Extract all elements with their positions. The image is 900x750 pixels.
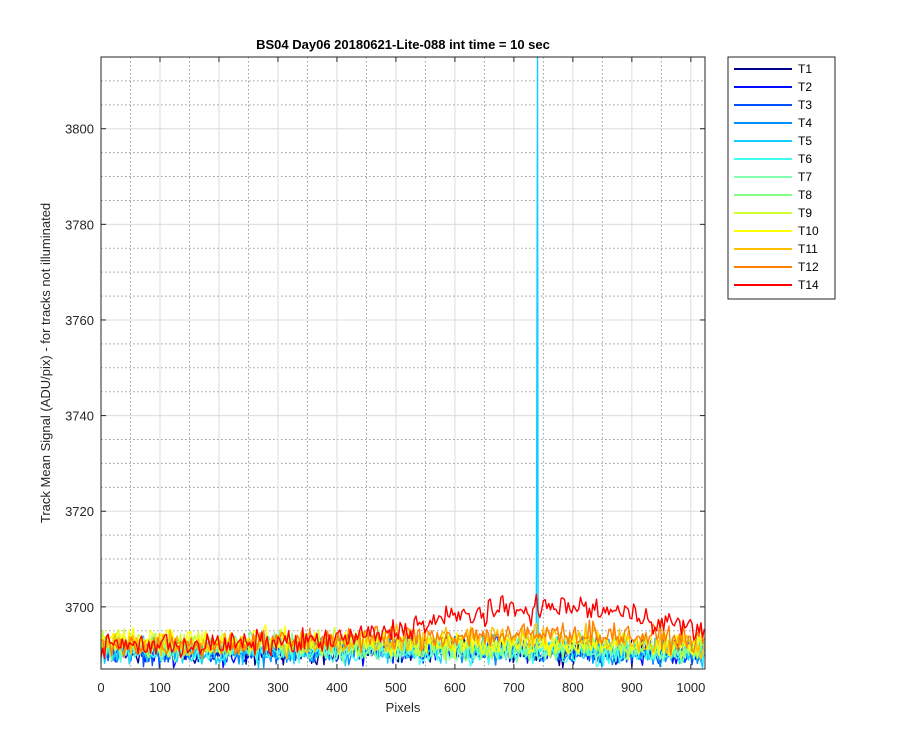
series-line-T12 [100, 619, 706, 660]
legend: T1 T2 T3 T4 T5 T6 T7 T8 T9 T10 T11 T12 T14 [727, 56, 836, 300]
legend-label: T11 [798, 242, 818, 256]
x-axis-label: Pixels [386, 700, 421, 715]
legend-label: T9 [798, 206, 812, 220]
plot-frame [100, 56, 706, 670]
legend-label: T2 [798, 80, 812, 94]
series-layer [100, 56, 706, 669]
grid-layer [100, 56, 705, 669]
y-tick-label: 3760 [65, 313, 94, 328]
x-tick-label: 100 [149, 680, 171, 695]
y-tick-label: 3800 [65, 122, 94, 137]
legend-label: T10 [798, 224, 819, 238]
legend-label: T4 [798, 116, 812, 130]
x-tick-label: 0 [97, 680, 104, 695]
y-tick-label: 3740 [65, 409, 94, 424]
x-tick-label: 400 [326, 680, 348, 695]
legend-label: T7 [798, 170, 812, 184]
x-tick-label: 500 [385, 680, 407, 695]
legend-label: T5 [798, 134, 812, 148]
x-tick-label: 600 [444, 680, 466, 695]
x-tick-label: 200 [208, 680, 230, 695]
series-line-T5 [100, 56, 706, 669]
x-tick-label: 900 [621, 680, 643, 695]
series-line-T14 [100, 593, 706, 660]
legend-label: T14 [798, 278, 819, 292]
series-line-T10 [100, 624, 705, 657]
legend-label: T8 [798, 188, 812, 202]
legend-label: T12 [798, 260, 819, 274]
y-tick-label: 3720 [65, 504, 94, 519]
x-tick-label: 800 [562, 680, 584, 695]
legend-label: T3 [798, 98, 812, 112]
y-tick-label: 3700 [65, 600, 94, 615]
chart-title: BS04 Day06 20180621-Lite-088 int time = … [256, 37, 550, 52]
tick-layer: 0 100 200 300 400 500 600 700 800 900 1000 3700 3720… [65, 57, 705, 695]
x-tick-label: 300 [267, 680, 289, 695]
y-axis-label: Track Mean Signal (ADU/pix) - for tracks… [38, 203, 53, 523]
x-tick-label: 1000 [676, 680, 705, 695]
x-tick-label: 700 [503, 680, 525, 695]
legend-label: T1 [798, 62, 812, 76]
y-tick-label: 3780 [65, 217, 94, 232]
legend-label: T6 [798, 152, 812, 166]
